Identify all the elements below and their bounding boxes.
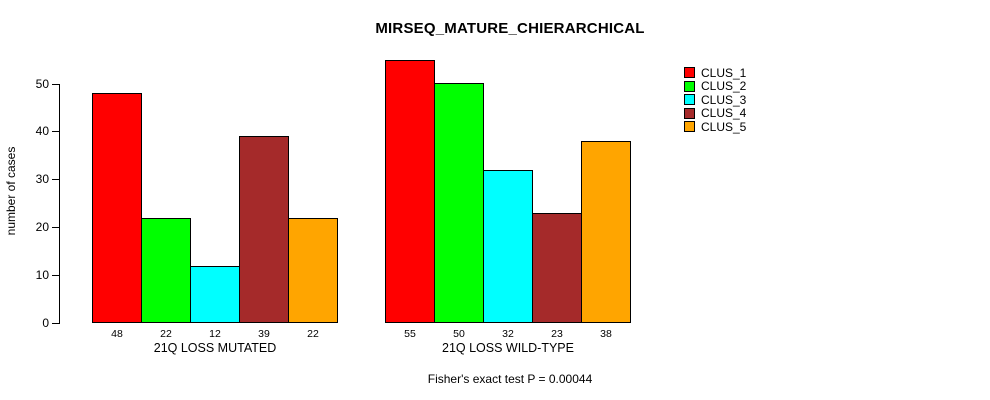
bar-value-label: 38	[600, 328, 612, 340]
legend-label: CLUS_1	[701, 65, 747, 80]
fisher-test-annotation: Fisher's exact test P = 0.00044	[427, 372, 593, 386]
bar-value-label: 48	[111, 328, 123, 340]
legend-label: CLUS_3	[701, 92, 747, 107]
bar-clus_2-group-1	[141, 218, 191, 323]
bar-value-label: 12	[209, 328, 221, 340]
chart-title: MIRSEQ_MATURE_CHIERARCHICAL	[375, 20, 645, 37]
y-axis-tick	[52, 323, 59, 324]
legend-swatch-clus_1	[684, 67, 695, 79]
y-tick-label: 40	[35, 124, 49, 138]
bar-clus_3-group-1	[190, 266, 240, 323]
y-tick-label: 20	[35, 220, 49, 234]
legend-swatch-clus_4	[684, 107, 695, 119]
legend-item-clus_4: CLUS_4	[684, 107, 746, 121]
y-tick-label: 10	[35, 268, 49, 282]
bar-clus_1-group-2	[385, 60, 435, 323]
y-tick-label: 50	[35, 77, 49, 91]
legend-swatch-clus_3	[684, 94, 695, 106]
legend-swatch-clus_5	[684, 121, 695, 133]
bar-clus_4-group-2	[532, 213, 582, 323]
y-axis-tick	[52, 84, 59, 85]
legend-label: CLUS_5	[701, 119, 747, 134]
bar-value-label: 55	[404, 328, 416, 340]
bar-value-label: 50	[453, 328, 465, 340]
legend: CLUS_1 CLUS_2 CLUS_3 CLUS_4 CLUS_5	[684, 66, 746, 134]
bar-value-label: 23	[551, 328, 563, 340]
legend-item-clus_1: CLUS_1	[684, 66, 746, 80]
group-label: 21Q LOSS WILD-TYPE	[442, 341, 574, 355]
bar-value-label: 32	[502, 328, 514, 340]
group-label: 21Q LOSS MUTATED	[153, 341, 277, 355]
bar-clus_5-group-1	[288, 218, 338, 323]
bar-clus_4-group-1	[239, 136, 289, 323]
y-axis-tick	[52, 179, 59, 180]
legend-swatch-clus_2	[684, 80, 695, 92]
legend-label: CLUS_4	[701, 106, 747, 121]
y-axis-line	[59, 84, 60, 324]
y-axis-tick	[52, 227, 59, 228]
legend-item-clus_5: CLUS_5	[684, 120, 746, 134]
bar-clus_5-group-2	[581, 141, 631, 323]
bar-value-label: 22	[307, 328, 319, 340]
bar-value-label: 39	[258, 328, 270, 340]
y-axis-label: number of cases	[4, 146, 18, 236]
y-axis-tick	[52, 131, 59, 132]
y-tick-label: 30	[35, 172, 49, 186]
legend-label: CLUS_2	[701, 79, 747, 94]
y-axis-tick	[52, 275, 59, 276]
y-tick-label: 0	[42, 316, 49, 330]
legend-item-clus_2: CLUS_2	[684, 80, 746, 94]
bar-clus_3-group-2	[483, 170, 533, 323]
bar-clus_1-group-1	[92, 93, 142, 323]
bar-clus_2-group-2	[434, 83, 484, 323]
bar-value-label: 22	[160, 328, 172, 340]
legend-item-clus_3: CLUS_3	[684, 93, 746, 107]
